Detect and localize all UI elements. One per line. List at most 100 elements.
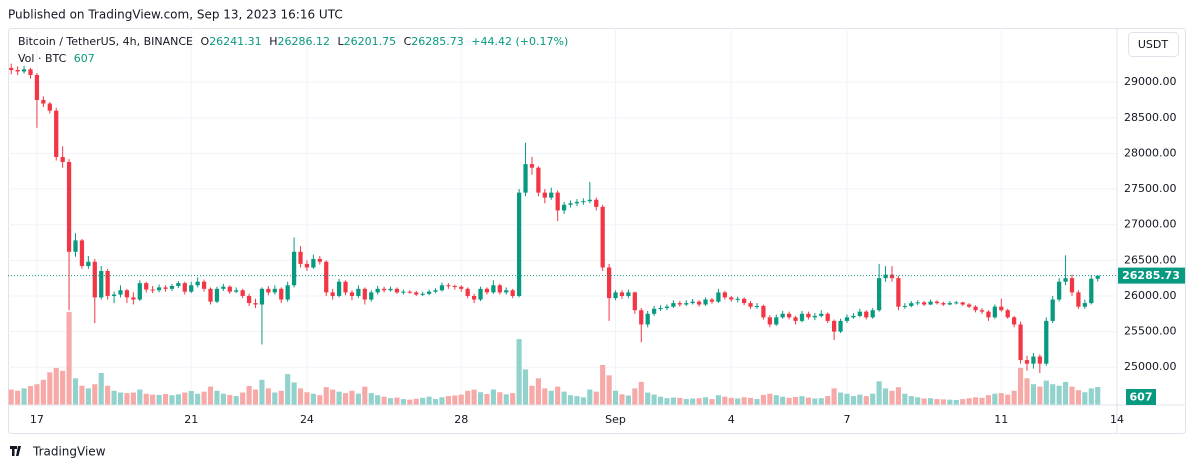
volume-bar	[445, 396, 451, 405]
candle-body	[1005, 310, 1010, 318]
volume-bar	[169, 395, 175, 405]
volume-bar	[471, 389, 477, 405]
volume-bar	[265, 388, 271, 405]
volume-bar	[1069, 386, 1075, 405]
candle-body	[812, 315, 817, 318]
volume-bar	[606, 375, 612, 405]
candle-body	[992, 306, 997, 318]
volume-bar	[715, 395, 721, 405]
candle-body	[793, 317, 798, 321]
volume-bar	[702, 397, 709, 405]
volume-bar	[1062, 381, 1069, 405]
candle-body	[407, 291, 412, 293]
volume-bar	[368, 393, 374, 405]
volume-bar	[567, 395, 574, 405]
candle-body	[883, 274, 888, 279]
candle-body	[690, 301, 695, 304]
volume-bar	[207, 386, 214, 405]
volume-bar	[490, 389, 496, 405]
volume-bar	[600, 364, 606, 405]
volume-bar	[66, 312, 72, 405]
open-value: 26241.31	[209, 35, 262, 48]
candle-body	[613, 292, 618, 299]
candle-body	[9, 67, 14, 71]
volume-bar	[72, 378, 79, 405]
candle-body	[375, 288, 380, 293]
y-tick-label: 27000.00	[1124, 218, 1177, 231]
y-tick-label: 26000.00	[1124, 289, 1177, 302]
currency[interactable]: USDT	[1138, 38, 1169, 51]
candle-body	[832, 320, 837, 332]
candle-body	[896, 278, 901, 307]
volume-bar	[143, 393, 149, 405]
volume-bar	[439, 397, 445, 405]
volume-bar	[15, 390, 21, 405]
candle-body	[594, 199, 599, 207]
volume-bar	[79, 385, 85, 405]
candle-body	[574, 201, 580, 204]
volume-bar	[105, 385, 111, 405]
volume-bar	[786, 397, 792, 405]
y-tick-label: 26500.00	[1124, 253, 1177, 266]
volume-bar	[593, 391, 599, 405]
candle-body	[677, 303, 682, 305]
candle-body	[201, 281, 207, 289]
volume-bar	[870, 393, 876, 405]
candle-body	[144, 283, 149, 290]
candle-body	[497, 285, 502, 293]
volume-bar	[735, 398, 741, 405]
candle-body	[41, 99, 46, 104]
volume-bar	[812, 398, 818, 405]
candle-body	[426, 291, 432, 294]
candle-body	[934, 301, 940, 304]
candle-body	[889, 274, 895, 279]
candle-body	[1089, 278, 1094, 304]
candle-body	[195, 281, 200, 286]
volume-bar	[420, 397, 426, 405]
volume-bar	[1082, 392, 1088, 405]
volume-bar	[375, 395, 381, 405]
candle-body	[877, 278, 882, 311]
candle-body	[722, 292, 727, 298]
volume-bar	[940, 399, 946, 405]
candle-body	[227, 286, 232, 292]
legend-volume: Vol · BTC 607	[18, 52, 95, 65]
candle-body	[99, 271, 104, 298]
volume-bar	[47, 372, 53, 405]
volume-bar	[21, 388, 27, 405]
candle-body	[124, 290, 130, 298]
candle-body	[221, 286, 226, 289]
candle-body	[864, 311, 869, 318]
volume-bar	[252, 389, 259, 405]
volume-bar	[972, 397, 979, 405]
candle-body	[214, 288, 220, 302]
candle-body	[189, 285, 194, 292]
volume-bar	[767, 393, 773, 405]
candle-body	[381, 288, 387, 291]
volume-bar	[696, 398, 702, 405]
volume-bar	[728, 397, 734, 405]
y-tick-label: 28000.00	[1124, 146, 1177, 159]
volume-bar	[8, 389, 14, 405]
volume-bar	[310, 393, 316, 405]
candle-body	[684, 303, 689, 305]
candle-body	[902, 305, 907, 307]
volume-bar	[792, 396, 799, 405]
currency-button[interactable]	[1128, 32, 1179, 57]
candle-body	[356, 288, 361, 296]
candle-body	[163, 287, 168, 289]
x-tick-label: 7	[843, 413, 850, 426]
volume-bar	[342, 393, 349, 405]
volume-bar	[837, 392, 844, 405]
candle-body	[465, 288, 470, 296]
volume-bar	[632, 388, 638, 405]
last-price-label: 26285.73	[1122, 269, 1180, 282]
candle-body	[909, 303, 914, 306]
volume-bar	[465, 390, 471, 405]
candle-body	[928, 301, 933, 305]
candle-body	[156, 287, 162, 291]
volume-bar	[664, 398, 670, 405]
candle-body	[433, 290, 438, 292]
low-value: 26201.75	[344, 35, 397, 48]
volume-bar	[214, 390, 220, 405]
